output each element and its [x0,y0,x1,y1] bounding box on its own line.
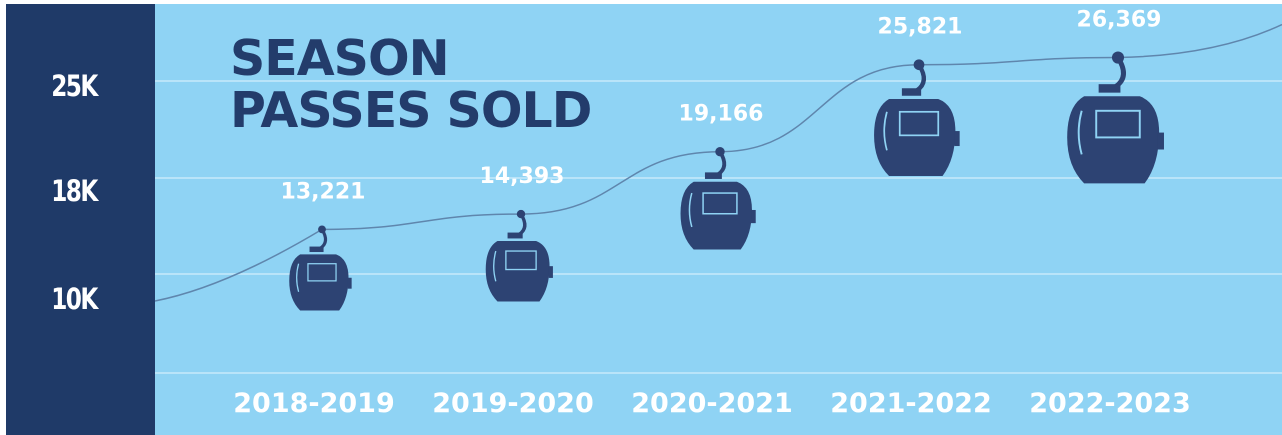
gondola-lift-icon [680,147,756,250]
gondola-lift-icon [1067,51,1164,184]
x-category-label: 2018-2019 [233,388,395,419]
cabin-handle [954,131,960,147]
x-category-label: 2020-2021 [631,388,793,419]
chart-title-line-1: SEASON [230,30,450,87]
value-label: 14,393 [480,164,565,189]
chart-title-line-2: PASSES SOLD [230,82,592,139]
cabin-handle [548,266,553,278]
y-tick-label: 25K [51,69,98,103]
value-label: 13,221 [281,179,366,204]
y-tick-label: 18K [51,174,98,208]
gondola-lift-icon [485,209,553,302]
cabin-window [898,110,940,137]
cabin-body [485,240,550,302]
value-label: 19,166 [679,102,764,127]
cabin-handle [347,277,352,289]
hanger-block [309,246,324,253]
chart-frame: 25K 18K 10K 13,221 2018-2019 14,393 2019-20… [6,4,1282,435]
cabin-body [874,98,956,176]
hanger-block [507,232,523,239]
hanger-block [1098,84,1121,93]
cabin-window-left [296,263,300,292]
cabin-window [307,263,337,282]
cabin-window [702,192,738,215]
cabin-body [289,254,349,311]
x-category-label: 2021-2022 [830,388,992,419]
value-label: 26,369 [1077,8,1162,33]
plot-area: 13,221 2018-2019 14,393 2019-2020 19,166 2020… [154,8,1282,419]
cabin-body [680,181,752,250]
cabin-handle [751,209,756,224]
hanger-block [704,172,722,179]
cabin-window [1095,109,1141,139]
cabin-window-left [883,111,888,151]
value-label: 25,821 [878,15,963,40]
cabin-window-left [1077,110,1083,155]
y-tick-label: 10K [51,282,98,316]
x-category-label: 2022-2023 [1029,388,1191,419]
cabin-window-left [688,192,693,228]
x-category-label: 2019-2020 [432,388,594,419]
hanger-block [901,88,922,96]
cabin-window-left [493,250,497,282]
cabin-body [1067,96,1160,184]
cabin-handle [1157,132,1164,150]
gondola-lift-icon [289,225,352,311]
gondola-lift-icon [874,59,960,176]
y-axis-band: 25K 18K 10K [6,4,155,435]
cabin-window [505,250,537,271]
